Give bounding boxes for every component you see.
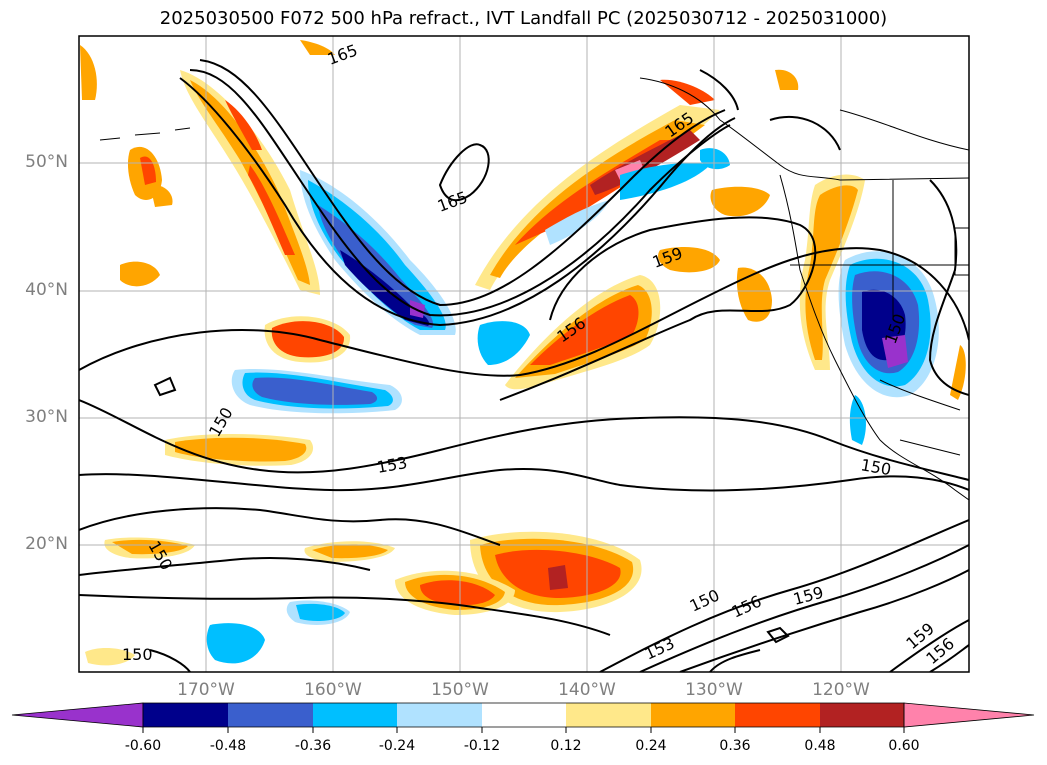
colorbar-segment [313,703,397,727]
colorbar-segment [228,703,313,727]
colorbar-tick-label: -0.60 [124,738,162,754]
grid-lines [79,36,969,672]
colorbar-segment [143,703,228,727]
colorbar-segment [651,703,735,727]
lon-label: 130°W [685,680,743,700]
lon-label: 140°W [558,680,616,700]
colorbar-segment [397,703,482,727]
colorbar-segment [735,703,820,727]
lon-label: 150°W [431,680,489,700]
colorbar-tick-label: 0.24 [635,738,667,754]
lon-label: 170°W [177,680,235,700]
lat-label: 20°N [25,534,68,554]
lon-label: 120°W [812,680,870,700]
colorbar-tick-label: -0.36 [294,738,332,754]
lat-label: 50°N [25,152,68,172]
contours [79,59,969,672]
chart-title: 2025030500 F072 500 hPa refract., IVT La… [159,8,888,29]
map-frame [78,35,970,673]
colorbar-segment [482,703,566,727]
colorbar-segment [566,703,651,727]
colorbar-tick-label: -0.48 [209,738,247,754]
lat-label: 30°N [25,407,68,427]
lon-label: 160°W [304,680,362,700]
colorbar-tick-label: 0.12 [550,738,582,754]
contour-label: 150 [122,645,153,664]
coastlines [99,77,969,501]
colorbar-segment [11,702,144,728]
colorbar-tick-label: 0.36 [719,738,751,754]
colorbar-tick-label: 0.60 [888,738,920,754]
colorbar-tick-label: -0.24 [378,738,416,754]
lat-label: 40°N [25,280,68,300]
colorbar [11,702,1035,733]
colorbar-tick-label: -0.12 [463,738,501,754]
colorbar-segment [903,702,1035,728]
colorbar-segment [820,703,904,727]
colorbar-tick-label: 0.48 [804,738,836,754]
